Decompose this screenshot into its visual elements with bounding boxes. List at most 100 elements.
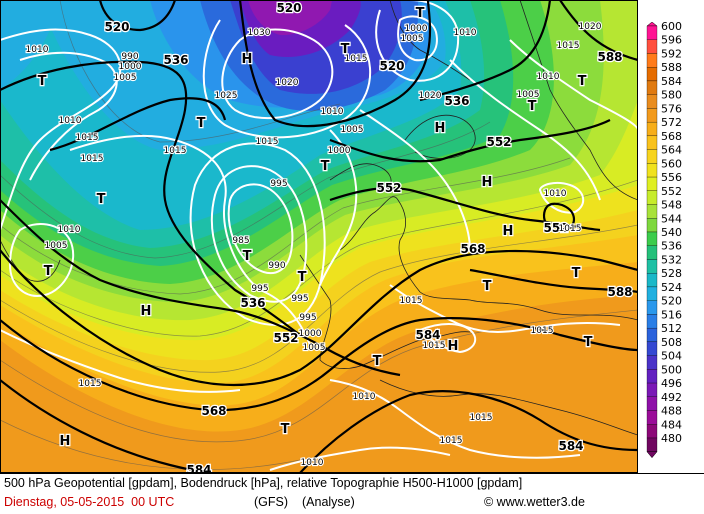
- low-pressure-symbol: T: [483, 279, 492, 294]
- pressure-label: 1010: [59, 116, 82, 126]
- model-label: (GFS): [254, 495, 289, 509]
- geopotential-label: 536: [444, 94, 469, 108]
- pressure-label: 1000: [119, 62, 142, 72]
- legend-swatch: [646, 204, 658, 219]
- legend-swatch: [646, 80, 658, 95]
- low-pressure-symbol: T: [38, 74, 47, 89]
- geopotential-label: 520: [104, 20, 129, 34]
- legend-label: 524: [661, 281, 682, 294]
- pressure-label: 1010: [58, 225, 81, 235]
- pressure-label: 1000: [328, 146, 351, 156]
- legend-label: 496: [661, 377, 682, 390]
- pressure-label: 1025: [215, 91, 238, 101]
- pressure-label: 995: [251, 284, 268, 294]
- high-pressure-symbol: H: [503, 224, 514, 239]
- pressure-label: 1005: [303, 343, 326, 353]
- legend-label: 500: [661, 363, 682, 376]
- pressure-label: 1005: [517, 90, 540, 100]
- pressure-label: 1010: [321, 107, 344, 117]
- legend-label: 572: [661, 116, 682, 129]
- low-pressure-symbol: T: [97, 192, 106, 207]
- pressure-label: 1015: [345, 54, 368, 64]
- pressure-label: 1010: [26, 45, 49, 55]
- legend-label: 484: [661, 418, 682, 431]
- legend-swatch: [646, 176, 658, 191]
- legend-swatch: [646, 273, 658, 288]
- low-pressure-symbol: T: [197, 116, 206, 131]
- color-field-north-west: [0, 0, 60, 90]
- pressure-label: 995: [270, 179, 287, 189]
- legend-label: 568: [661, 130, 682, 143]
- legend-label: 504: [661, 350, 682, 363]
- low-pressure-symbol: T: [243, 249, 252, 264]
- legend-label: 492: [661, 391, 682, 404]
- legend-label: 508: [661, 336, 682, 349]
- isobars: [0, 0, 638, 471]
- pressure-label: 990: [121, 52, 138, 62]
- legend-label: 592: [661, 47, 682, 60]
- legend-label: 584: [661, 75, 682, 88]
- color-field-492: [248, 0, 332, 36]
- legend-swatch: [646, 300, 658, 315]
- low-pressure-symbol: T: [281, 422, 290, 437]
- low-pressure-symbol: T: [341, 42, 350, 57]
- legend-label: 532: [661, 253, 682, 266]
- map-footer: 500 hPa Geopotential [gpdam], Bodendruck…: [0, 473, 704, 514]
- legend-label: 552: [661, 185, 682, 198]
- legend-label: 576: [661, 102, 682, 115]
- legend-swatch: [646, 190, 658, 205]
- legend-swatch: [646, 67, 658, 82]
- geopotential-label: 552: [543, 221, 568, 235]
- pressure-label: 1015: [557, 41, 580, 51]
- pressure-label: 1010: [301, 458, 324, 468]
- geopotential-label: 520: [379, 59, 404, 73]
- legend-top-arrow: [646, 22, 658, 27]
- legend-label: 520: [661, 295, 682, 308]
- pressure-label: 1015: [531, 326, 554, 336]
- high-pressure-symbol: H: [482, 175, 493, 190]
- geopotential-label: 552: [273, 331, 298, 345]
- legend-swatch: [646, 231, 658, 246]
- geopotential-label: 588: [597, 50, 622, 64]
- geopotential-label: 584: [415, 328, 440, 342]
- low-pressure-symbol: T: [373, 354, 382, 369]
- legend-label: 540: [661, 226, 682, 239]
- high-pressure-symbol: H: [242, 52, 253, 67]
- legend-label: 512: [661, 322, 682, 335]
- high-pressure-symbol: H: [435, 121, 446, 136]
- analysis-label: (Analyse): [302, 495, 355, 509]
- legend-label: 564: [661, 144, 682, 157]
- legend-swatch: [646, 341, 658, 356]
- legend-swatch: [646, 39, 658, 54]
- geopotential-label: 552: [486, 135, 511, 149]
- geopotential-label: 584: [558, 439, 583, 453]
- low-pressure-symbol: T: [298, 270, 307, 285]
- legend-swatch: [646, 135, 658, 150]
- legend-bottom-arrow: [646, 451, 658, 459]
- pressure-label: 1015: [423, 341, 446, 351]
- pressure-label: 1020: [276, 78, 299, 88]
- legend-swatch: [646, 108, 658, 123]
- low-pressure-symbol: T: [416, 6, 425, 21]
- pressure-label: 1020: [579, 22, 602, 32]
- legend-swatch: [646, 218, 658, 233]
- legend-swatch: [646, 53, 658, 68]
- legend-swatch: [646, 382, 658, 397]
- pressure-label: 1010: [454, 28, 477, 38]
- weather-map: 520 520 520 536 536 552 552 552 568 588 588 536 552 5…: [0, 0, 638, 473]
- geopotential-label: 520: [276, 1, 301, 15]
- low-pressure-symbol: T: [572, 266, 581, 281]
- pressure-label: 1020: [419, 91, 442, 101]
- legend-swatch: [646, 314, 658, 329]
- pressure-label: 1015: [164, 146, 187, 156]
- legend-label: 480: [661, 432, 682, 445]
- map-caption: 500 hPa Geopotential [gpdam], Bodendruck…: [4, 476, 523, 490]
- pressure-label: 985: [232, 236, 249, 246]
- pressure-label: 1015: [440, 436, 463, 446]
- pressure-label: 1000: [299, 329, 322, 339]
- pressure-label: 995: [291, 294, 308, 304]
- legend-swatch: [646, 163, 658, 178]
- low-pressure-symbol: T: [44, 264, 53, 279]
- pressure-label: 1015: [256, 137, 279, 147]
- legend-swatch: [646, 259, 658, 274]
